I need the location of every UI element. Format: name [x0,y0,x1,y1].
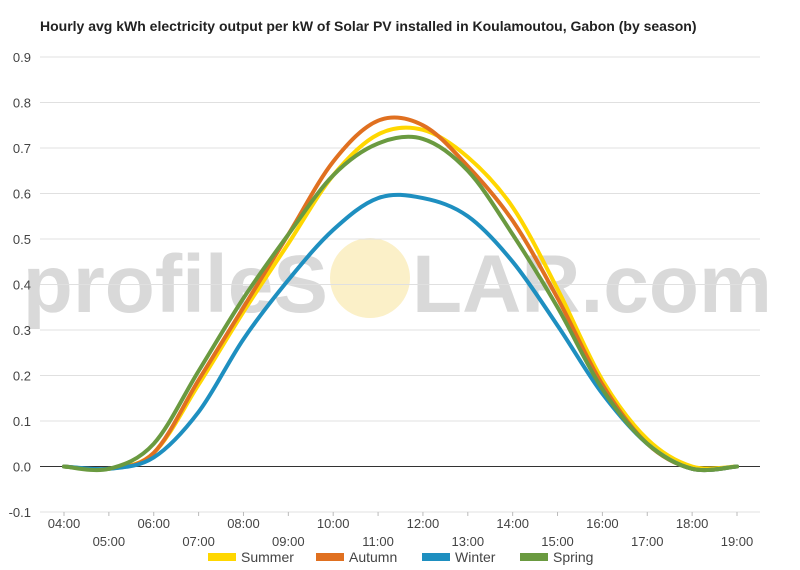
x-tick-label: 06:00 [137,516,170,531]
x-tick-label: 04:00 [48,516,81,531]
x-tick-label: 19:00 [721,534,754,549]
y-tick-label: 0.1 [13,414,31,429]
legend-label-summer: Summer [241,549,294,565]
x-tick-label: 18:00 [676,516,709,531]
x-tick-label: 08:00 [227,516,260,531]
y-tick-label: 0.5 [13,232,31,247]
x-tick-label: 09:00 [272,534,305,549]
legend-swatch-summer [208,553,236,561]
x-tick-label: 14:00 [496,516,529,531]
legend-swatch-autumn [316,553,344,561]
legend: Summer Autumn Winter Spring [208,549,593,565]
y-tick-label: 0.2 [13,369,31,384]
x-tick-label: 16:00 [586,516,619,531]
series-line-spring [62,134,739,473]
legend-swatch-spring [520,553,548,561]
series-lines [62,115,739,473]
y-tick-label: 0.6 [13,187,31,202]
legend-label-autumn: Autumn [349,549,397,565]
x-tick-label: 17:00 [631,534,664,549]
x-tick-label: 07:00 [182,534,215,549]
y-tick-label: 0.8 [13,96,31,111]
watermark-sun [330,238,410,318]
x-tick-label: 10:00 [317,516,350,531]
x-tick-label: 11:00 [362,534,394,549]
x-axis-ticks: 04:00 05:00 06:00 07:00 08:00 09:00 10:00 11:00… [48,512,754,549]
y-axis-ticks: -0.1 0.0 0.1 0.2 0.3 0.4 0.5 0.6 0.7 0.8 0.9 [9,50,31,520]
y-tick-label: 0.0 [13,460,31,475]
chart-title: Hourly avg kWh electricity output per kW… [40,18,697,34]
y-tick-label: 0.7 [13,141,31,156]
y-tick-label: 0.3 [13,323,31,338]
x-tick-label: 12:00 [407,516,440,531]
legend-swatch-winter [422,553,450,561]
x-tick-label: 05:00 [93,534,126,549]
y-tick-label: 0.9 [13,50,31,65]
x-tick-label: 15:00 [541,534,574,549]
y-tick-label: -0.1 [9,505,31,520]
legend-label-winter: Winter [455,549,496,565]
legend-label-spring: Spring [553,549,593,565]
gridlines [40,56,760,513]
x-tick-label: 13:00 [452,534,485,549]
y-tick-label: 0.4 [13,278,31,293]
